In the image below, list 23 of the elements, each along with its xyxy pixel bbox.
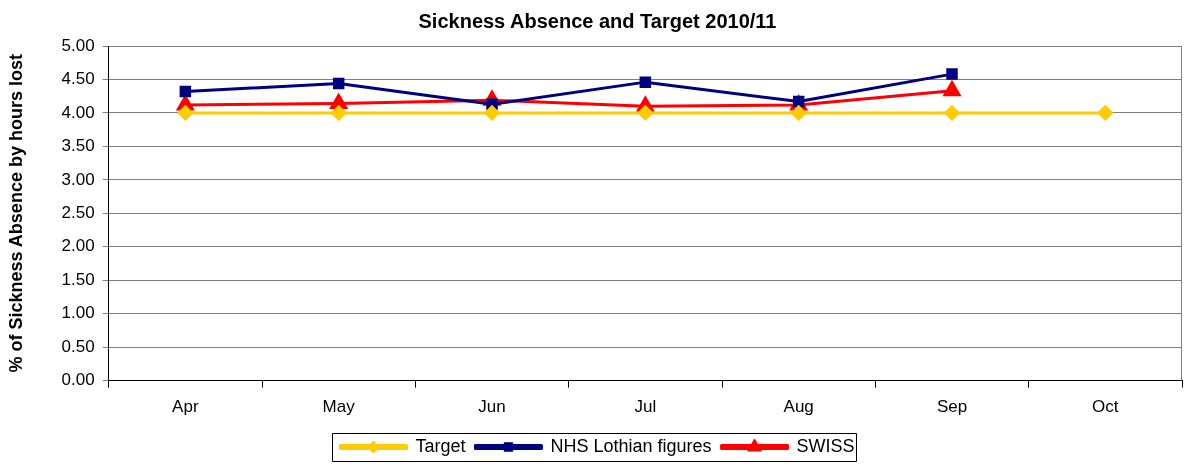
x-tick-label: May: [322, 397, 356, 417]
legend-label: SWISS: [796, 435, 855, 456]
legend-label: NHS Lothian figures: [550, 435, 712, 456]
legend-label: Target: [415, 435, 466, 456]
y-tick-label: 5.00: [61, 35, 95, 55]
y-tick-label: 4.00: [61, 102, 95, 122]
y-tick-label: 2.00: [61, 236, 95, 256]
chart-title: Sickness Absence and Target 2010/11: [418, 9, 777, 32]
y-tick-label: 1.00: [61, 303, 95, 323]
y-tick-label: 4.50: [61, 69, 95, 89]
x-tick-label: Oct: [1092, 397, 1119, 417]
y-tick-label: 2.50: [61, 202, 95, 222]
x-tick-label: Sep: [936, 397, 968, 417]
y-tick-label: 3.00: [61, 169, 95, 189]
x-tick-label: Apr: [172, 397, 199, 417]
y-tick-label: 1.50: [61, 269, 95, 289]
x-tick-label: Jun: [478, 397, 506, 417]
x-tick-label: Aug: [783, 397, 814, 417]
y-tick-label: 0.00: [61, 370, 95, 390]
x-tick-label: Jul: [634, 397, 657, 417]
y-tick-label: 3.50: [61, 136, 95, 156]
y-axis-title: % of Sickness Absence by hours lost: [5, 54, 26, 373]
y-tick-label: 0.50: [61, 336, 95, 356]
